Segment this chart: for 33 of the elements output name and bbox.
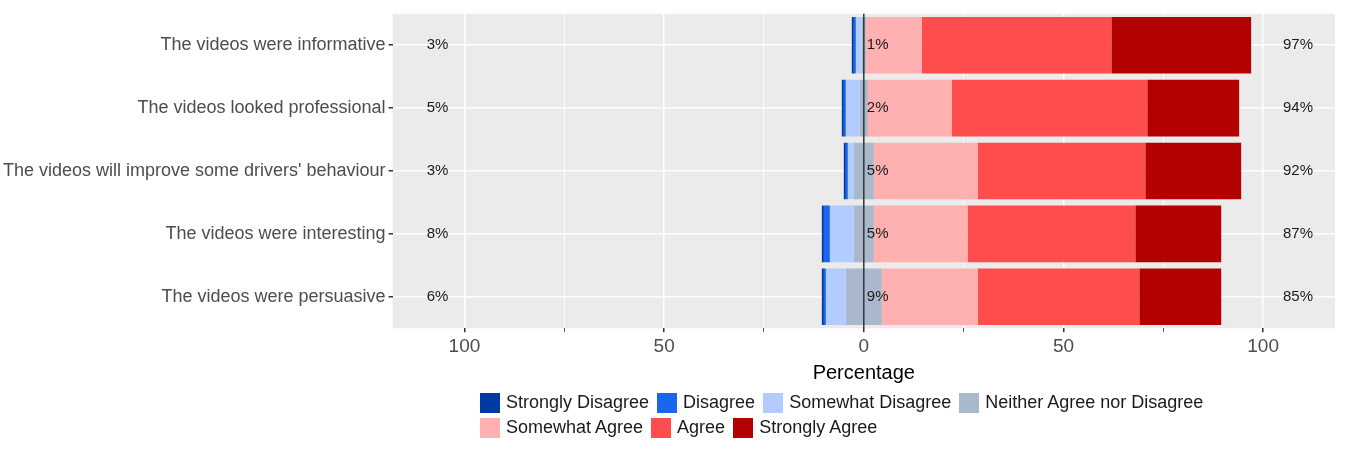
x-tick-label: 0 — [858, 334, 870, 356]
y-tick-label: The videos looked professional — [137, 97, 386, 118]
annotation: 92% — [1282, 161, 1314, 179]
x-tick-label: 100 — [1247, 334, 1279, 356]
x-tick-label: 50 — [1052, 334, 1075, 356]
x-tick-label: 50 — [653, 334, 675, 356]
y-tick-label: The videos were interesting — [165, 222, 386, 243]
annotation: 3% — [426, 161, 449, 179]
annotation: 6% — [426, 286, 449, 304]
y-tick-label: The videos will improve some drivers' behaviour — [2, 159, 386, 180]
legend-label: Strongly Agree — [759, 417, 878, 438]
y-tick-label: The videos were informative — [160, 34, 386, 55]
legend-label: Strongly Disagree — [506, 392, 650, 413]
annotation: 87% — [1282, 224, 1314, 242]
annotation: 5% — [426, 98, 449, 116]
data-label: 5% — [866, 224, 889, 242]
x-tick-label: 100 — [448, 334, 481, 356]
data-label: 5% — [866, 161, 889, 179]
legend-label: Neither Agree nor Disagree — [985, 392, 1204, 413]
data-label: 2% — [866, 98, 889, 116]
data-label: 1% — [866, 35, 889, 53]
legend-label: Somewhat Disagree — [789, 392, 952, 413]
annotation: 85% — [1282, 286, 1314, 304]
data-label: 9% — [866, 286, 889, 304]
legend-label: Disagree — [683, 392, 756, 413]
x-axis-title: Percentage — [812, 360, 915, 383]
legend-label: Somewhat Agree — [506, 417, 644, 438]
annotation: 94% — [1282, 98, 1314, 116]
annotation: 3% — [426, 35, 449, 53]
annotation: 8% — [426, 224, 449, 242]
y-tick-label: The videos were persuasive — [161, 285, 386, 306]
annotation: 97% — [1282, 35, 1314, 53]
legend-label: Agree — [677, 417, 726, 438]
